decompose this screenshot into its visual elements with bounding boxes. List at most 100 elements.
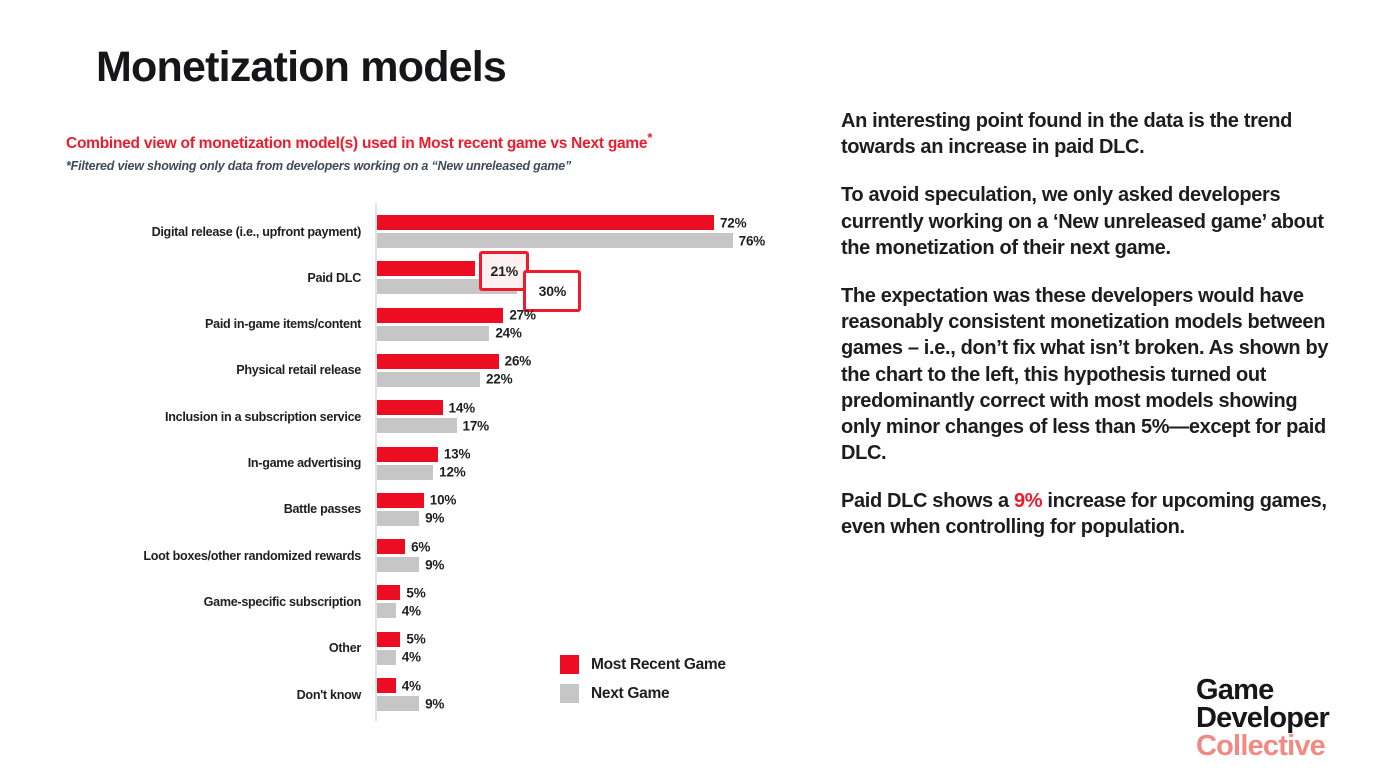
legend-item-most-recent-game: Most Recent Game [560, 655, 726, 674]
bar-fill [377, 307, 504, 323]
bar-value-label: 24% [495, 325, 522, 341]
chart-bar-most-recent-game: 13% [377, 446, 817, 462]
highlight-box-most-recent-game: 21% [479, 251, 530, 292]
chart-bar-next-game: 17% [377, 418, 817, 434]
bar-fill [377, 464, 434, 480]
chart-category-label: Paid in-game items/content [205, 317, 361, 332]
highlight-box-next-game: 30% [523, 270, 582, 313]
bar-fill [377, 510, 420, 526]
chart-category-label: Paid DLC [307, 270, 361, 285]
chart-bar-most-recent-game: 4% [377, 678, 817, 693]
bar-fill [377, 418, 457, 434]
chart-bar-next-game [377, 279, 817, 295]
bar-fill [377, 603, 396, 619]
bar-fill [377, 325, 490, 341]
commentary-final-before: Paid DLC shows a [841, 490, 1014, 513]
chart-bar-next-game: 9% [377, 510, 817, 526]
chart-bar-most-recent-game: 26% [377, 353, 817, 369]
chart-heading-footnote-marker: * [647, 130, 653, 145]
commentary-highlight-value: 9% [1013, 490, 1043, 513]
chart-bar-next-game: 4% [377, 603, 817, 619]
bar-value-label: 9% [425, 696, 445, 711]
bar-fill [377, 371, 480, 387]
bar-fill [377, 557, 420, 573]
chart-bar-next-game: 9% [377, 696, 817, 711]
commentary-paragraph-1: An interesting point found in the data i… [841, 110, 1293, 159]
bar-value-label: 17% [462, 418, 490, 434]
bar-fill [377, 696, 420, 711]
chart-bar-next-game: 12% [377, 464, 817, 480]
bar-value-label: 4% [401, 649, 421, 665]
commentary-paragraph-4: Paid DLC shows a 9% increase for upcomin… [841, 488, 1341, 540]
bar-value-label: 12% [439, 464, 466, 480]
chart-category-label: Battle passes [283, 502, 362, 517]
bar-value-label: 26% [504, 353, 532, 369]
bar-fill [377, 215, 714, 230]
commentary-paragraph-3: The expectation was these developers wou… [841, 284, 1329, 465]
bar-fill [377, 446, 438, 462]
bar-value-label: 6% [411, 539, 431, 555]
chart-bar-most-recent-game: 5% [377, 631, 817, 647]
logo-line-developer: Developer [1196, 702, 1330, 735]
chart-subheading: *Filtered view showing only data from de… [66, 159, 572, 173]
monetization-bar-chart: Digital release (i.e., upfront payment) 7… [60, 203, 820, 725]
chart-category-label: Other [328, 641, 361, 656]
legend-swatch-icon-next-game [560, 684, 579, 703]
chart-heading-text: Combined view of monetization model(s) u… [66, 135, 648, 153]
bar-value-label: 10% [429, 492, 457, 508]
commentary-paragraph-2: To avoid speculation, we only asked deve… [841, 184, 1324, 259]
chart-category-label: Digital release (i.e., upfront payment) [151, 224, 362, 239]
chart-category-label: Physical retail release [236, 363, 361, 378]
chart-heading: Combined view of monetization model(s) u… [66, 130, 652, 153]
bar-value-label: 22% [485, 371, 513, 387]
bar-fill [377, 539, 406, 555]
chart-bar-next-game: 22% [377, 371, 817, 387]
chart-bar-next-game: 4% [377, 649, 817, 665]
bar-fill [377, 585, 401, 601]
bar-value-label: 4% [401, 678, 421, 693]
game-developer-collective-logo: Game Developer Collective [1196, 674, 1330, 763]
chart-bar-most-recent-game: 6% [377, 539, 817, 555]
chart-bar-next-game: 9% [377, 557, 817, 573]
chart-bar-most-recent-game: 72% [377, 215, 817, 230]
bar-value-label: 5% [406, 631, 426, 647]
chart-category-label: In-game advertising [247, 456, 362, 470]
legend-item-next-game: Next Game [560, 684, 726, 703]
chart-category-label: Game-specific subscription [203, 594, 362, 609]
chart-bar-most-recent-game: 27% [377, 307, 817, 323]
chart-bar-next-game: 76% [377, 233, 817, 248]
commentary-final-after: increase for upcoming games, even when c… [841, 490, 1327, 539]
bar-fill [377, 492, 424, 508]
bar-fill [377, 631, 401, 647]
bar-fill [377, 261, 476, 277]
legend-label-most-recent-game: Most Recent Game [591, 655, 726, 673]
bar-value-label: 4% [401, 603, 421, 619]
chart-bar-most-recent-game [377, 261, 817, 277]
legend-label-next-game: Next Game [591, 684, 670, 702]
logo-line-game: Game [1196, 674, 1274, 706]
chart-category-label: Loot boxes/other randomized rewards [143, 548, 361, 563]
bar-value-label: 27% [509, 307, 536, 323]
chart-bar-most-recent-game: 14% [377, 400, 817, 416]
bar-value-label: 72% [719, 215, 747, 230]
bar-value-label: 9% [425, 510, 445, 526]
bar-fill [377, 353, 499, 369]
bar-value-label: 13% [443, 446, 471, 462]
bar-value-label: 76% [738, 233, 766, 248]
chart-axis-line [375, 203, 377, 721]
bar-value-label: 14% [448, 400, 476, 416]
bar-fill [377, 233, 733, 248]
bar-fill [377, 649, 396, 665]
chart-category-label: Don't know [296, 687, 362, 702]
bar-value-label: 5% [406, 585, 426, 601]
commentary-panel: An interesting point found in the data i… [841, 108, 1341, 541]
chart-legend: Most Recent Game Next Game [560, 655, 726, 703]
chart-category-label: Inclusion in a subscription service [165, 409, 361, 424]
chart-bar-next-game: 24% [377, 325, 817, 341]
bar-fill [377, 400, 443, 416]
bar-fill [377, 678, 396, 693]
legend-swatch-icon-most-recent-game [560, 655, 579, 674]
logo-line-collective: Collective [1196, 730, 1326, 763]
chart-bar-most-recent-game: 10% [377, 492, 817, 508]
bar-value-label: 9% [425, 557, 445, 573]
